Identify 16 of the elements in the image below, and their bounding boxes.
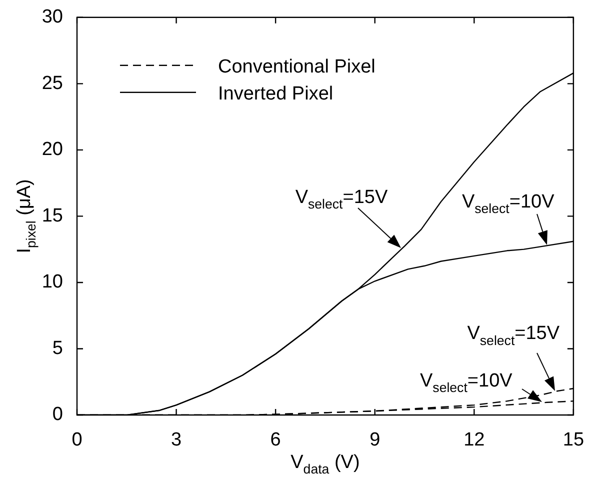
x-tick-label: 15: [562, 430, 584, 451]
x-tick-label: 12: [464, 430, 485, 451]
legend-label: Inverted Pixel: [218, 83, 334, 104]
x-tick-label: 3: [171, 430, 182, 451]
y-tick-label: 15: [42, 205, 63, 226]
y-tick-label: 5: [52, 338, 63, 359]
x-tick-label: 9: [370, 430, 380, 451]
y-tick-label: 30: [42, 6, 63, 28]
x-tick-label: 6: [270, 430, 281, 451]
legend-label: Conventional Pixel: [218, 56, 376, 78]
y-tick-label: 25: [42, 72, 63, 94]
y-axis-title: Ipixel (μA): [14, 179, 39, 254]
y-tick-label: 10: [42, 272, 63, 293]
y-tick-label: 20: [42, 139, 63, 160]
y-tick-label: 0: [52, 404, 63, 426]
x-tick-label: 0: [72, 430, 82, 451]
